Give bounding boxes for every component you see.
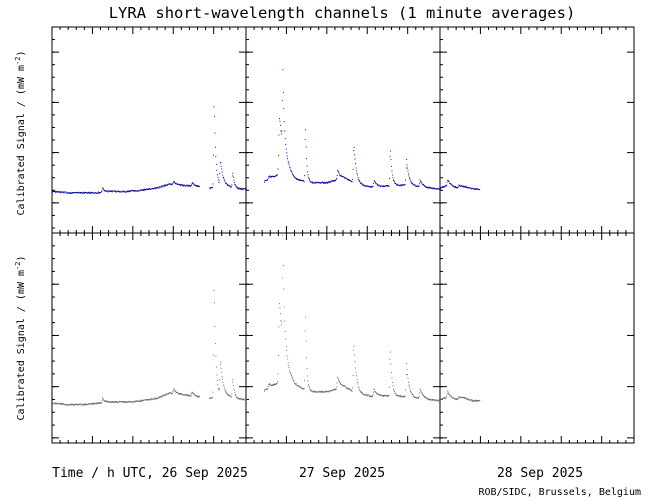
- data-series: [52, 106, 247, 194]
- panel-frame: [51, 26, 247, 234]
- y-axis-label-top: Calibrated Signal / (mW m-2): [14, 51, 27, 216]
- x-day-label-3: 28 Sep 2025: [497, 466, 583, 481]
- data-series: [263, 69, 441, 191]
- panel-frame: [245, 26, 441, 234]
- data-layer: [52, 69, 481, 406]
- credit-text: ROB/SIDC, Brussels, Belgium: [478, 487, 641, 498]
- data-series: [440, 390, 481, 402]
- data-series: [440, 179, 481, 191]
- x-day-label-2: 27 Sep 2025: [299, 466, 385, 481]
- panel-frame: [245, 232, 441, 444]
- panel-frame: [439, 26, 635, 234]
- panel-frame: [51, 232, 247, 444]
- data-series: [52, 290, 247, 406]
- x-day-label-1: Time / h UTC, 26 Sep 2025: [52, 466, 248, 481]
- chart-title: LYRA short-wavelength channels (1 minute…: [109, 4, 576, 22]
- axes-layer: [51, 26, 635, 444]
- y-axis-label-bottom: Calibrated Signal / (mW m-2): [14, 256, 27, 421]
- data-series: [263, 234, 441, 402]
- panel-frame: [439, 232, 635, 444]
